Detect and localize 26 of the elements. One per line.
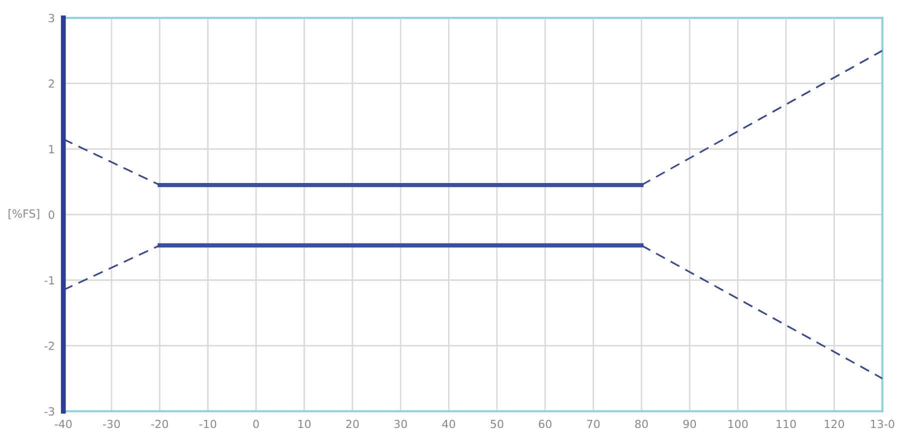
x-tick-label: 70 [587, 420, 600, 428]
x-tick-label: 20 [346, 420, 359, 428]
x-tick-label: 0 [253, 420, 259, 428]
y-tick-label: 2 [48, 79, 54, 88]
y-tick-label: -2 [44, 342, 54, 350]
x-tick-label: 120 [824, 420, 844, 428]
y-tick-label: 1 [49, 145, 54, 154]
x-tick-label: 50 [490, 420, 504, 428]
x-tick-label: 110 [776, 420, 796, 428]
x-tick-label: -10 [199, 420, 216, 428]
y-axis-title: [%FS] [8, 209, 40, 220]
x-tick-label: 60 [538, 420, 552, 428]
x-tick-label: 100 [728, 420, 748, 428]
y-tick-label: -1 [44, 276, 54, 284]
x-tick-label: -40 [54, 420, 72, 428]
x-tick-label: 40 [442, 420, 456, 428]
y-tick-label: -3 [44, 407, 54, 416]
x-tick-label: 30 [394, 420, 407, 428]
x-tick-label: 80 [635, 420, 648, 428]
x-tick-label: 90 [683, 420, 696, 428]
x-tick-label: 10 [298, 420, 311, 428]
y-tick-label: 0 [48, 210, 54, 219]
y-tick-label: 3 [48, 14, 54, 22]
x-tick-label: 13-0 [870, 420, 894, 428]
x-tick-label: -30 [103, 420, 120, 428]
x-tick-label: -20 [151, 420, 168, 428]
